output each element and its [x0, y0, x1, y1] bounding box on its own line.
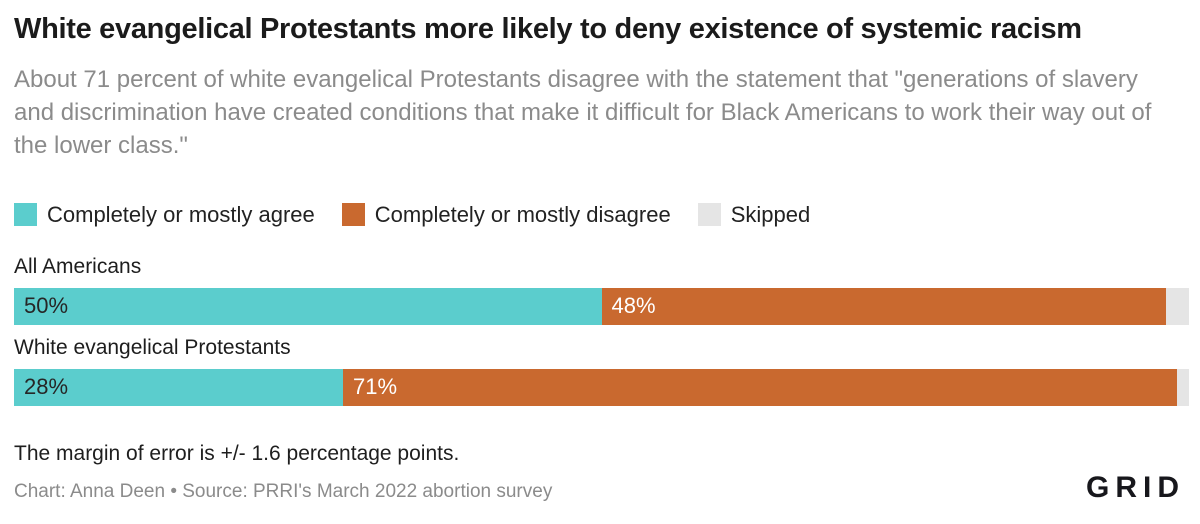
legend-swatch-disagree	[341, 203, 365, 227]
legend-swatch-skipped	[697, 203, 721, 227]
category-label: All Americans	[14, 254, 142, 278]
bar-segment-disagree: 71%	[343, 368, 1178, 406]
legend-swatch-agree	[14, 203, 37, 227]
legend-label-disagree: Completely or mostly disagree	[374, 201, 671, 227]
page-title: White evangelical Protestants more likel…	[14, 13, 1082, 45]
legend-item-agree: Completely or mostly agree	[14, 202, 315, 228]
bar-segment-skipped	[1177, 368, 1189, 406]
chart-legend: Completely or mostly agree Completely or…	[14, 202, 1189, 228]
legend-item-skipped: Skipped	[697, 201, 811, 228]
legend-label-agree: Completely or mostly agree	[47, 201, 315, 227]
legend-item-disagree: Completely or mostly disagree	[341, 201, 671, 228]
bar-value-label: 28%	[24, 374, 69, 400]
bar-segment-agree: 28%	[14, 368, 343, 406]
category-label: White evangelical Protestants	[14, 335, 291, 359]
bar-segment-disagree: 48%	[601, 287, 1166, 325]
bar-segment-agree: 50%	[14, 287, 602, 325]
grid-logo: GRID	[1086, 471, 1185, 504]
bar-chart: All Americans 50% 48% White evangelical …	[14, 255, 1189, 406]
bar-all-americans: 50% 48%	[14, 287, 1189, 325]
bar-value-label: 48%	[611, 293, 656, 319]
bar-segment-skipped	[1165, 287, 1189, 325]
legend-label-skipped: Skipped	[730, 201, 811, 227]
source-credit: Chart: Anna Deen • Source: PRRI's March …	[14, 480, 553, 502]
chart-subtitle: About 71 percent of white evangelical Pr…	[14, 65, 1152, 159]
bar-value-label: 50%	[24, 293, 69, 319]
bar-value-label: 71%	[353, 374, 398, 400]
bar-white-evangelical-protestants: 28% 71%	[14, 368, 1189, 406]
margin-of-error-note: The margin of error is +/- 1.6 percentag…	[14, 441, 460, 465]
